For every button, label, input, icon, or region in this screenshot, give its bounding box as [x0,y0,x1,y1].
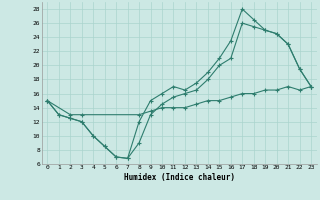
X-axis label: Humidex (Indice chaleur): Humidex (Indice chaleur) [124,173,235,182]
